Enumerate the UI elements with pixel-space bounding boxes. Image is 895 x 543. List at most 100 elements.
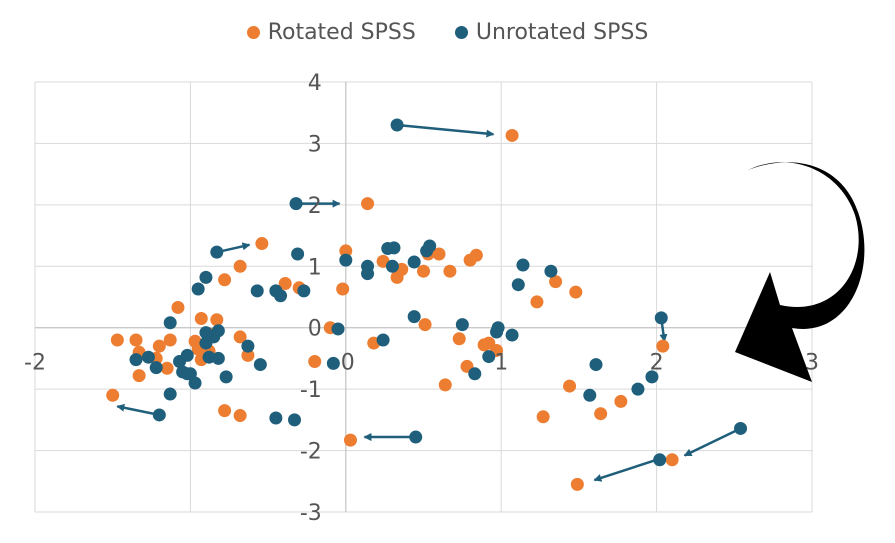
rotated-point [570,477,584,491]
x-tick-label: 3 [805,351,819,376]
rotated-point [278,276,292,290]
y-tick-label: 3 [308,132,322,157]
rotated-point [308,355,322,368]
rotated-point [614,394,628,408]
unrotated-point [544,264,558,278]
unrotated-point [291,247,305,261]
unrotated-point [654,311,668,325]
rotated-point [432,247,446,261]
rotated-point [233,330,247,344]
rotated-point [218,404,232,418]
shift-arrow [396,123,495,138]
unrotated-point [407,255,421,269]
unrotated-point [482,350,496,364]
y-tick-label: 0 [308,317,322,342]
x-tick-label: 1 [494,351,508,376]
unrotated-point [361,267,375,281]
arrows [116,123,742,482]
unrotated-point [241,339,255,353]
unrotated-point [269,411,283,425]
legend-label-unrotated: Unrotated SPSS [475,20,649,45]
unrotated-point [423,239,437,253]
rotated-point [171,300,185,314]
unrotated-point [589,358,603,372]
unrotated-point [390,118,404,132]
unrotated-point [407,310,421,324]
unrotated-point [505,328,519,342]
rotated-point [563,379,577,393]
legend-label-rotated: Rotated SPSS [267,20,416,45]
unrotated-point [129,353,143,367]
rotated-point [339,244,353,258]
unrotated-point [645,370,659,384]
curved-arrow-annotation [735,162,865,382]
unrotated-point [385,259,399,273]
shift-arrow [683,427,742,457]
unrotated-point [289,197,303,211]
unrotated-point [455,318,469,332]
unrotated-point [491,321,505,335]
rotated-point [656,339,670,353]
rotated-point [361,197,375,211]
rotated-point [452,332,466,346]
unrotated-point [250,284,264,298]
unrotated-point [274,289,288,303]
unrotated-point [211,351,225,365]
unrotated-point [409,430,423,444]
rotated-point [443,264,457,278]
rotated-point [218,273,232,287]
rotated-point [233,409,247,423]
rotated-point [132,369,146,383]
unrotated-point [583,388,597,402]
rotated-point [233,259,247,273]
rotated-point [505,128,519,142]
rotated-point [536,410,550,424]
unrotated-point [511,278,525,292]
rotated-point [194,312,208,325]
rotated-point [188,334,202,348]
unrotated-point [149,361,163,375]
legend-marker-rotated [246,26,260,39]
unrotated-point [468,367,482,381]
unrotated-point [210,245,224,259]
rotated-point [163,333,177,347]
unrotated-point [631,382,645,396]
data-points [106,118,748,491]
rotated-point [549,275,563,289]
rotated-point [255,237,269,251]
shift-arrow [593,458,657,482]
x-tick-label: -2 [24,351,46,376]
rotated-point [110,333,124,347]
rotated-point [336,282,350,296]
shift-arrow [116,403,160,417]
rotated-point [343,433,357,447]
y-tick-label: 1 [308,255,322,280]
unrotated-point [163,387,177,401]
unrotated-point [141,350,155,364]
rotated-point [106,388,120,402]
unrotated-point [376,333,390,347]
rotated-point [569,285,583,299]
rotated-point [160,361,174,375]
unrotated-point [188,376,202,390]
tick-labels: -2 0 1 2 3 -3 -2 -1 0 1 2 3 4 [24,71,819,526]
unrotated-point [734,421,748,435]
unrotated-point [152,408,166,422]
unrotated-point [180,348,194,362]
rotated-point [469,248,483,262]
unrotated-point [219,370,233,384]
x-tick-label: 0 [341,351,355,376]
rotated-point [210,313,224,327]
unrotated-point [199,270,213,284]
unrotated-point [516,258,530,272]
rotated-point [241,348,255,362]
rotated-point [594,407,608,421]
rotated-point [418,318,432,332]
legend-item-rotated: Rotated SPSS [246,20,416,45]
unrotated-point [191,282,205,296]
unrotated-point [163,316,177,330]
axes [35,82,812,512]
unrotated-point [387,241,401,255]
rotated-point [129,333,143,347]
